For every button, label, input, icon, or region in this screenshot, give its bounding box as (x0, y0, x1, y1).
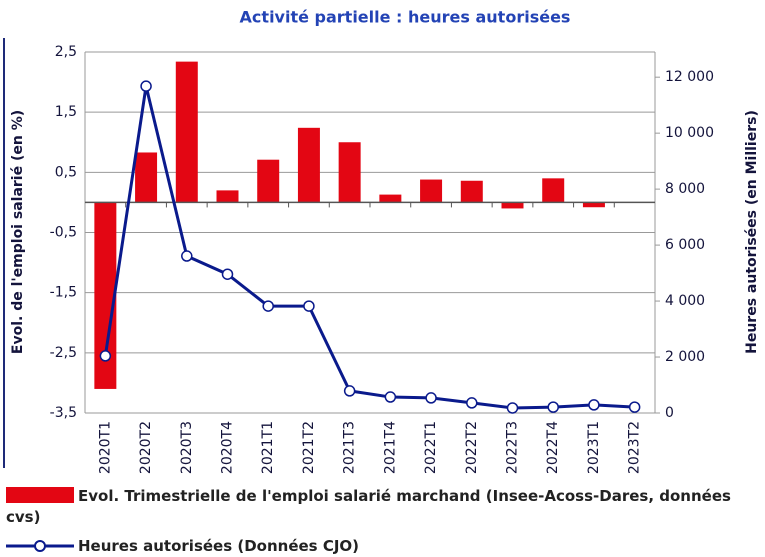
x-tick-label: 2020T1 (97, 421, 113, 474)
line-point (547, 401, 559, 413)
y-tick-label: 2,5 (55, 44, 77, 60)
y-tick-label: -3,5 (50, 405, 77, 421)
y-tick-label: -2,5 (50, 345, 77, 361)
x-tick-label: 2023T1 (586, 421, 602, 474)
legend-swatch (6, 487, 74, 503)
x-tick-label: 2022T1 (423, 421, 439, 474)
bar (542, 178, 565, 203)
y2-tick-label: 6 000 (665, 237, 705, 253)
x-tick-label: 2020T2 (138, 421, 154, 474)
y2-tick-label: 12 000 (665, 69, 714, 85)
y2-tick-label: 10 000 (665, 125, 714, 141)
bar (135, 152, 158, 203)
y-tick-label: 0,5 (55, 164, 77, 180)
legend-swatch (6, 540, 74, 552)
bar (216, 190, 239, 203)
line-point (506, 402, 519, 414)
x-tick-label: 2021T3 (342, 421, 358, 474)
line-point (99, 350, 112, 362)
line-point (466, 397, 478, 409)
legend-line: Heures autorisées (Données CJO) (6, 536, 359, 557)
line-point (425, 392, 437, 404)
line-series (103, 85, 635, 410)
line-point (221, 268, 234, 280)
line-point (181, 250, 193, 262)
x-tick-label: 2022T3 (505, 421, 521, 474)
x-tick-label: 2021T4 (382, 421, 398, 474)
bar (501, 202, 524, 209)
legend-label: Evol. Trimestrielle de l'emploi salarié … (6, 487, 731, 526)
line-point (588, 399, 600, 411)
chart-title: Activité partielle : heures autorisées (240, 8, 571, 27)
legend-label: Heures autorisées (Données CJO) (78, 537, 360, 555)
y-axis-title: Evol. de l'emploi salarié (en %) (10, 110, 26, 354)
x-tick-label: 2023T2 (627, 421, 643, 474)
bar (175, 61, 198, 203)
bar (379, 194, 402, 203)
bar (582, 202, 605, 208)
y2-tick-label: 8 000 (665, 181, 705, 197)
x-tick-label: 2020T3 (179, 421, 195, 474)
y-tick-label: -0,5 (50, 225, 77, 241)
legend-bar: Evol. Trimestrielle de l'emploi salarié … (6, 486, 765, 528)
y-tick-label: 1,5 (55, 104, 77, 120)
y2-axis-title: Heures autorisées (en Milliers) (744, 110, 760, 354)
bar (460, 180, 483, 203)
x-tick-label: 2022T2 (464, 421, 480, 474)
line-point (628, 401, 641, 413)
bar (94, 202, 117, 389)
line-point (384, 391, 397, 403)
line-point (262, 300, 274, 312)
bar (257, 159, 280, 203)
line-point (343, 385, 356, 397)
bar (420, 179, 443, 203)
y2-tick-label: 4 000 (665, 293, 705, 309)
line-point (140, 80, 152, 92)
y2-tick-label: 2 000 (665, 349, 705, 365)
bar (297, 127, 320, 203)
x-tick-label: 2021T1 (260, 421, 276, 474)
y2-tick-label: 0 (665, 405, 674, 421)
bar (338, 142, 361, 203)
x-tick-label: 2022T4 (545, 421, 561, 474)
line-point (303, 300, 315, 312)
x-tick-label: 2020T4 (220, 421, 236, 474)
y-tick-label: -1,5 (50, 285, 77, 301)
x-tick-label: 2021T2 (301, 421, 317, 474)
